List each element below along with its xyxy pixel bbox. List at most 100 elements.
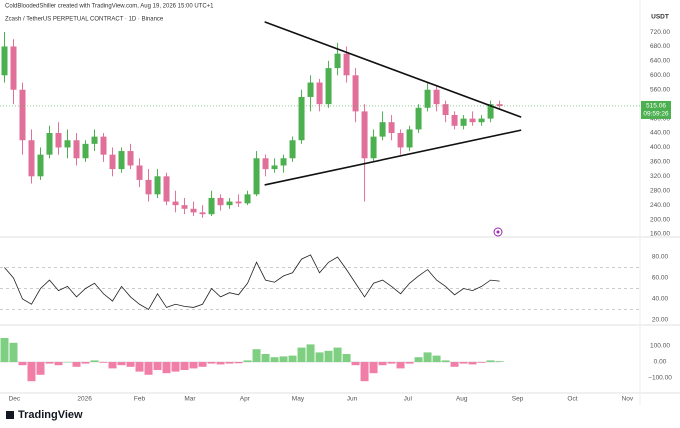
histogram-bar [117, 362, 126, 366]
histogram-bar [333, 347, 342, 362]
candle-body [262, 158, 269, 170]
candle-body [343, 53, 350, 76]
candle-body [289, 140, 296, 159]
last-price-box [641, 100, 671, 119]
y-tick-label: 240.00 [650, 202, 670, 209]
x-tick-label: Apr [240, 396, 251, 403]
histogram-bar [315, 352, 324, 362]
candle-body [415, 107, 422, 130]
candle-body [10, 46, 17, 90]
histogram-bar [369, 362, 378, 374]
histogram-bar [162, 362, 171, 374]
candle-body [145, 179, 152, 195]
histogram-bar [225, 362, 234, 364]
y-tick-label: 20.00 [652, 317, 669, 324]
countdown: 09:59:26 [643, 111, 669, 118]
x-tick-label: Sep [512, 396, 524, 403]
candle-body [28, 140, 35, 177]
candle-body [91, 136, 98, 144]
candle-body [451, 114, 458, 126]
candle-body [469, 118, 476, 123]
histogram-bar [81, 362, 90, 364]
candle-body [406, 129, 413, 148]
candle-body [253, 158, 260, 195]
candle-body [127, 151, 134, 166]
histogram-bar [171, 362, 180, 372]
candle-body [136, 165, 143, 180]
candle-body [487, 104, 494, 119]
y-tick-label: 280.00 [650, 187, 670, 194]
histogram-bar [396, 362, 405, 369]
histogram-bar [180, 362, 189, 370]
candle-body [73, 140, 80, 159]
candle-body [280, 158, 287, 166]
histogram-bar [189, 362, 198, 369]
x-tick-label: Oct [567, 396, 577, 403]
histogram-bar [270, 357, 279, 362]
histogram-bar [414, 357, 423, 362]
x-tick-label: May [292, 396, 305, 403]
candle-body [388, 122, 395, 134]
candle-body [181, 205, 188, 209]
histogram-bar [324, 350, 333, 362]
histogram-bar [351, 362, 360, 366]
histogram-bar [387, 362, 396, 364]
x-tick-label: Jul [404, 396, 413, 403]
brand: TradingView [18, 409, 83, 421]
candle-body [226, 201, 233, 206]
histogram-bar [144, 362, 153, 375]
candle-body [271, 165, 278, 170]
histogram-bar [306, 344, 315, 362]
candle-body [334, 53, 341, 69]
histogram-bar [135, 362, 144, 372]
y-tick-label: 160.00 [650, 231, 670, 238]
histogram-bar [63, 362, 72, 363]
y-tick-label: 200.00 [650, 216, 670, 223]
candle-body [433, 89, 440, 105]
candle-body [163, 176, 170, 202]
currency-label: USDT [651, 14, 669, 21]
histogram-bar [423, 352, 432, 362]
candle-body [496, 104, 503, 106]
histogram-bar [243, 360, 252, 362]
candle-body [109, 154, 116, 170]
candle-body [379, 122, 386, 137]
trendline [264, 129, 522, 186]
candle-body [316, 82, 323, 105]
y-tick-label: 320.00 [650, 173, 670, 180]
histogram-bar [72, 362, 81, 367]
candle-body [442, 104, 449, 115]
y-tick-label: 720.00 [650, 29, 670, 36]
candle-body [19, 89, 26, 141]
candle-body [172, 201, 179, 206]
candle-body [460, 118, 467, 126]
symbol-title: Zcash / TetherUS PERPETUAL CONTRACT · 1D… [5, 17, 164, 23]
candle-body [397, 133, 404, 148]
histogram-bar [18, 362, 27, 366]
y-tick-label: −100.00 [648, 375, 672, 382]
histogram-bar [450, 362, 459, 367]
histogram-bar [90, 360, 99, 362]
histogram-bar [279, 356, 288, 362]
candle-body [100, 136, 107, 155]
candle-body [217, 197, 224, 206]
histogram-bar [441, 360, 450, 362]
candle-body [46, 133, 53, 155]
y-tick-label: 560.00 [650, 86, 670, 93]
histogram-bar [495, 361, 504, 362]
candle-body [370, 136, 377, 159]
y-tick-label: 80.00 [652, 254, 669, 261]
candle-body [154, 176, 161, 195]
candle-body [190, 208, 197, 213]
candle-body [64, 140, 71, 148]
histogram-bar [432, 355, 441, 362]
candle-body [325, 68, 332, 105]
x-tick-label: Mar [184, 396, 196, 403]
y-tick-label: 640.00 [650, 58, 670, 65]
histogram-bar [360, 362, 369, 382]
histogram-bar [261, 354, 270, 362]
x-tick-label: Dec [9, 396, 21, 403]
histogram-bar [36, 362, 45, 375]
histogram-bar [108, 362, 117, 369]
